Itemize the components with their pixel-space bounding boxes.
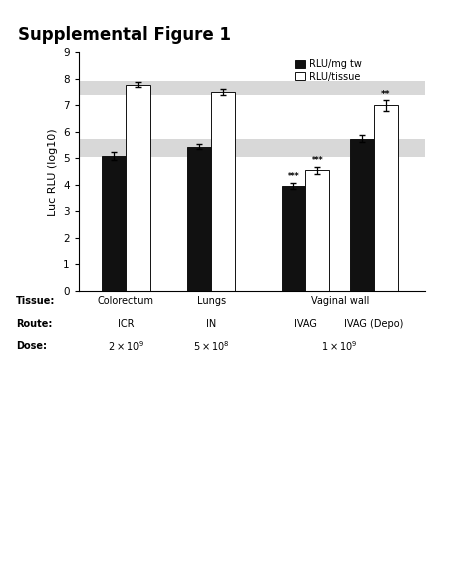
Text: Supplemental Figure 1: Supplemental Figure 1: [18, 26, 231, 44]
Bar: [282, 186, 306, 291]
Text: $5\times10^{8}$: $5\times10^{8}$: [193, 339, 230, 353]
Bar: [79, 81, 425, 95]
Text: Vaginal wall: Vaginal wall: [310, 296, 369, 307]
Text: Lungs: Lungs: [197, 296, 226, 307]
Bar: [306, 171, 329, 291]
Text: IVAG: IVAG: [294, 318, 317, 329]
Text: Tissue:: Tissue:: [16, 296, 55, 307]
Bar: [212, 92, 235, 291]
Text: $2\times10^{9}$: $2\times10^{9}$: [108, 339, 144, 353]
Text: Route:: Route:: [16, 318, 52, 329]
Legend: RLU/mg tw, RLU/tissue: RLU/mg tw, RLU/tissue: [293, 57, 364, 84]
Bar: [126, 85, 150, 291]
Bar: [79, 139, 425, 157]
Text: **: **: [381, 90, 391, 99]
Y-axis label: Luc RLU (log10): Luc RLU (log10): [48, 128, 58, 215]
Text: ICR: ICR: [117, 318, 134, 329]
Text: Dose:: Dose:: [16, 340, 47, 351]
Text: ***: ***: [288, 172, 299, 181]
Text: $1\times10^{9}$: $1\times10^{9}$: [321, 339, 358, 353]
Bar: [374, 105, 398, 291]
Text: IN: IN: [206, 318, 216, 329]
Bar: [350, 139, 374, 291]
Text: ***: ***: [312, 156, 323, 165]
Bar: [102, 156, 126, 291]
Text: IVAG (Depo): IVAG (Depo): [344, 318, 404, 329]
Bar: [187, 147, 212, 291]
Text: Colorectum: Colorectum: [98, 296, 154, 307]
